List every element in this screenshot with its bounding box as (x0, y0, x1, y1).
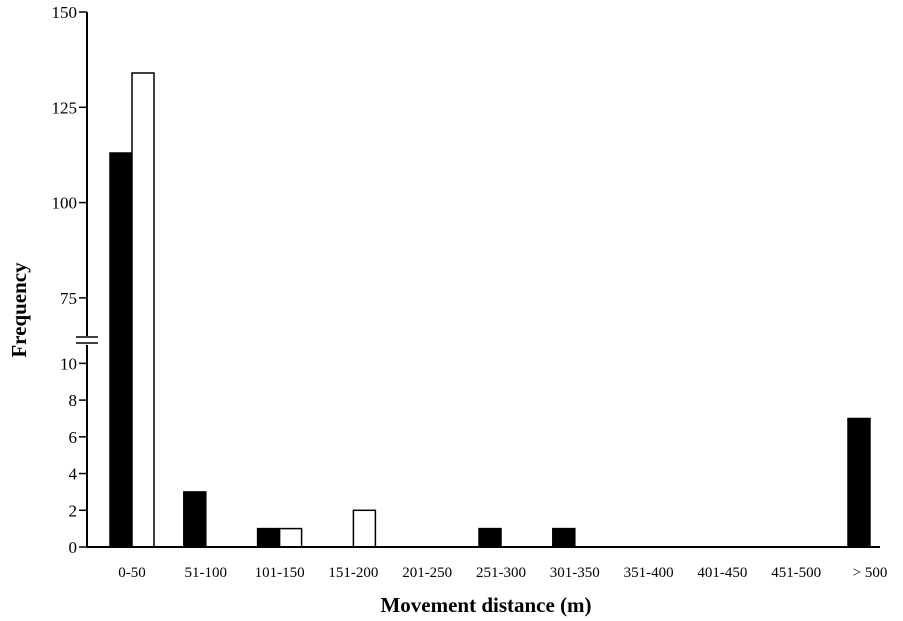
y-ticks-group: 0 2 4 6 8 10 75 100 125 150 (52, 3, 87, 557)
x-ticks-group: 0-50 51-100 101-150 151-200 201-250 251-300 30… (118, 565, 887, 581)
bars-group (109, 72, 871, 548)
y-tick-label: 4 (69, 465, 78, 484)
x-tick-label: 401-450 (697, 565, 747, 581)
axes-group (76, 12, 880, 548)
x-tick-label: 351-400 (624, 565, 674, 581)
y-tick-label: 10 (60, 354, 77, 373)
x-tick-label: 0-50 (118, 565, 146, 581)
y-tick-label: 8 (69, 391, 78, 410)
x-tick-label: 51-100 (185, 565, 228, 581)
bar-open-0 (131, 72, 155, 548)
bar-filled-10 (847, 417, 871, 548)
x-tick-label: > 500 (853, 565, 888, 581)
y-tick-label: 0 (69, 538, 78, 557)
y-tick-label: 2 (69, 501, 78, 520)
x-tick-label: 451-500 (771, 565, 821, 581)
x-axis-title: Movement distance (m) (380, 593, 591, 617)
bar-filled-5 (478, 527, 502, 548)
x-tick-label: 301-350 (550, 565, 600, 581)
x-tick-label: 151-200 (328, 565, 378, 581)
bar-filled-2 (256, 527, 281, 548)
y-tick-label: 6 (69, 428, 78, 447)
y-axis-title: Frequency (7, 262, 31, 358)
bar-open-2 (278, 527, 303, 548)
x-tick-label: 101-150 (255, 565, 305, 581)
y-tick-label: 100 (52, 194, 78, 213)
x-tick-label: 201-250 (402, 565, 452, 581)
y-tick-label: 125 (52, 98, 78, 117)
x-tick-label: 251-300 (476, 565, 526, 581)
bar-filled-6 (552, 527, 576, 548)
bar-open-3 (352, 509, 377, 548)
bar-filled-0 (109, 152, 133, 548)
bar-filled-1 (183, 491, 207, 548)
y-tick-label: 75 (60, 289, 77, 308)
y-tick-label: 150 (52, 3, 78, 22)
